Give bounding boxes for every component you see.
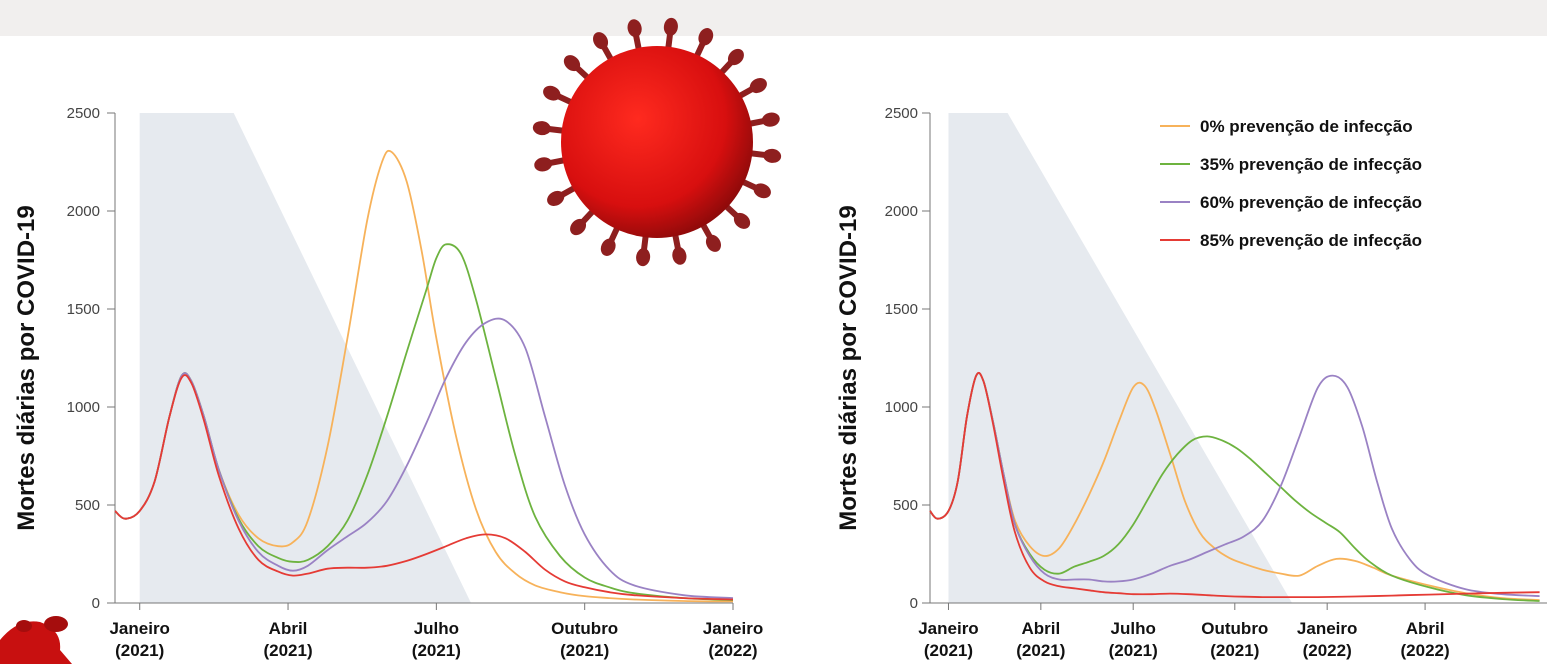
x-tick-year: (2022): [1401, 641, 1450, 660]
y-axis-label: Mortes diárias por COVID-19: [13, 205, 40, 530]
y-tick-label: 500: [75, 497, 100, 514]
legend: 0% prevenção de infecção 35% prevenção de…: [1160, 117, 1422, 250]
x-tick-label: Julho: [414, 619, 459, 638]
y-tick-label: 2500: [885, 105, 918, 122]
virus-spike-tip: [672, 246, 687, 265]
virus-spike-tip: [534, 157, 553, 172]
coronavirus-fragment-icon: [0, 616, 72, 664]
virus-spike-tip: [563, 55, 581, 72]
x-tick-label: Janeiro: [918, 619, 978, 638]
y-tick-label: 0: [910, 595, 918, 612]
x-tick-label: Janeiro: [109, 619, 169, 638]
virus-spike-tip: [543, 85, 561, 101]
series-line: [114, 317, 734, 599]
x-tick-label: Julho: [1111, 619, 1156, 638]
x-tick-year: (2021): [924, 641, 973, 660]
x-tick-year: (2021): [115, 641, 164, 660]
legend-label: 85% prevenção de infecção: [1200, 231, 1422, 250]
title-band: [0, 0, 1547, 36]
virus-spike-tip: [749, 78, 767, 94]
virus-body: [561, 46, 753, 238]
virus-spike-tip: [727, 48, 744, 66]
y-tick-label: 1500: [67, 301, 100, 318]
virus-spike-tip: [705, 234, 721, 252]
x-tick-year: (2021): [1016, 641, 1065, 660]
legend-label: 0% prevenção de infecção: [1200, 117, 1413, 136]
chart-panel-2: 0 500 1000 1500 2000 2500 Janeiro (2021) Abril (2…: [835, 105, 1547, 660]
virus-fragment-tip: [44, 616, 68, 632]
virus-spike-tip: [761, 112, 780, 127]
x-tick-year: (2021): [1109, 641, 1158, 660]
virus-spike-tip: [600, 238, 616, 256]
y-tick-label: 2000: [67, 203, 100, 220]
x-tick-label: Janeiro: [703, 619, 763, 638]
x-tick-label: Outubro: [551, 619, 618, 638]
virus-spike-tip: [753, 183, 771, 199]
y-tick-label: 1500: [885, 301, 918, 318]
y-axis-label: Mortes diárias por COVID-19: [835, 205, 862, 530]
virus-spike-tip: [636, 248, 651, 267]
shaded-region: [948, 113, 1293, 603]
virus-spike-tip: [570, 218, 587, 236]
x-tick-year: (2021): [1210, 641, 1259, 660]
legend-label: 35% prevenção de infecção: [1200, 155, 1422, 174]
x-tick-year: (2022): [1303, 641, 1352, 660]
y-tick-label: 2000: [885, 203, 918, 220]
virus-spike-tip: [532, 121, 551, 136]
series-line: [114, 374, 734, 601]
shaded-region: [139, 113, 471, 603]
y-tick-label: 500: [893, 497, 918, 514]
x-tick-label: Outubro: [1201, 619, 1268, 638]
virus-spike-tip: [663, 17, 678, 36]
virus-spike-tip: [763, 148, 782, 163]
x-tick-year: (2021): [560, 641, 609, 660]
y-tick-label: 1000: [67, 399, 100, 416]
x-tick-label: Janeiro: [1297, 619, 1357, 638]
y-tick-label: 0: [92, 595, 100, 612]
x-tick-year: (2022): [708, 641, 757, 660]
x-tick-label: Abril: [1021, 619, 1060, 638]
x-tick-year: (2021): [412, 641, 461, 660]
virus-spike-tip: [593, 32, 609, 50]
y-tick-label: 1000: [885, 399, 918, 416]
y-tick-label: 2500: [67, 105, 100, 122]
virus-fragment: [0, 621, 72, 664]
virus-spike-tip: [733, 212, 751, 229]
x-tick-label: Abril: [269, 619, 308, 638]
series-line: [929, 371, 1540, 599]
x-tick-label: Abril: [1406, 619, 1445, 638]
x-tick-year: (2021): [263, 641, 312, 660]
legend-label: 60% prevenção de infecção: [1200, 193, 1422, 212]
chart-panel-1: 0 500 1000 1500 2000 2500 Janeiro (2021) Abril (2…: [13, 105, 763, 660]
virus-fragment-tip: [16, 620, 32, 632]
virus-spike-tip: [627, 19, 642, 38]
coronavirus-icon: [532, 17, 782, 267]
virus-spike-tip: [698, 28, 714, 46]
virus-spike-tip: [547, 190, 565, 206]
